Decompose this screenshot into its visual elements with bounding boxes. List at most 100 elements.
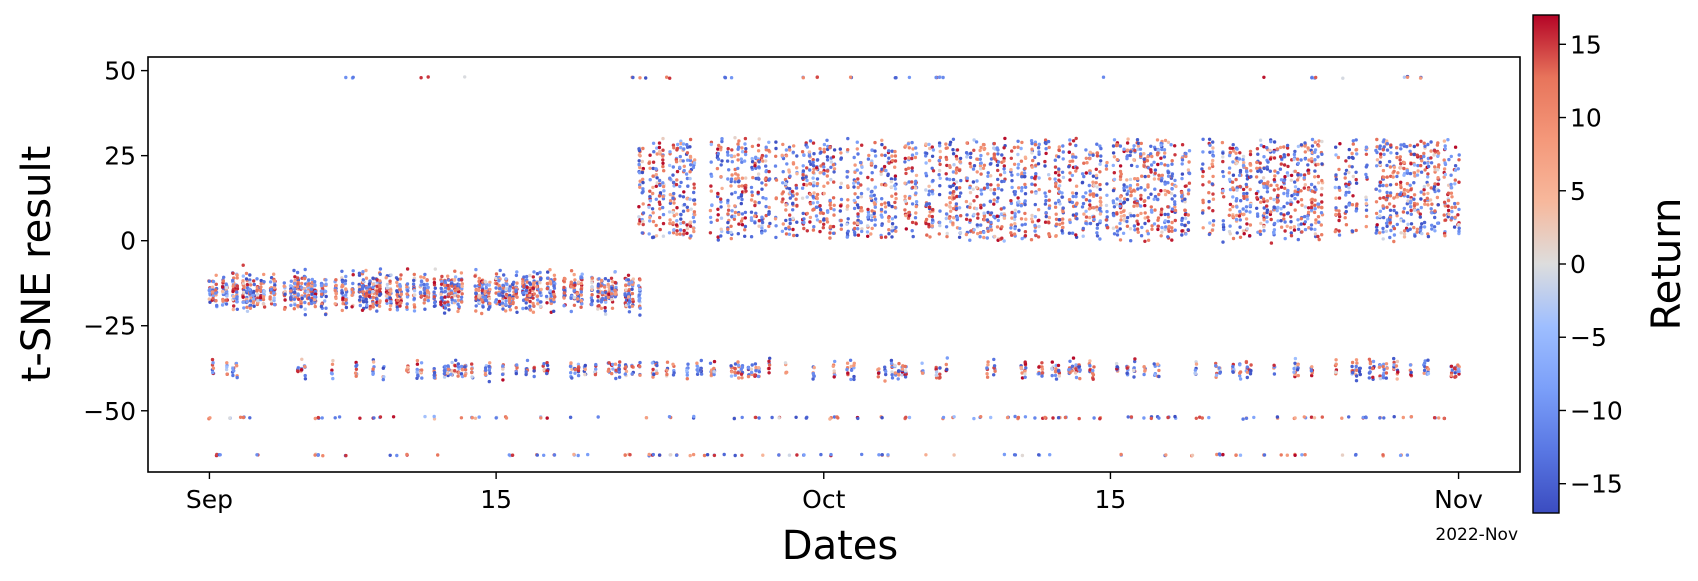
data-point bbox=[1296, 187, 1301, 192]
data-point bbox=[1146, 174, 1151, 178]
data-point bbox=[979, 161, 983, 165]
data-point bbox=[1111, 226, 1116, 230]
data-point bbox=[1275, 183, 1279, 188]
data-point bbox=[975, 194, 979, 199]
data-point bbox=[1398, 192, 1402, 197]
data-point bbox=[1201, 226, 1205, 230]
data-point bbox=[1160, 207, 1164, 211]
data-point bbox=[580, 302, 584, 306]
data-point bbox=[1146, 215, 1150, 219]
data-point bbox=[795, 220, 799, 224]
data-point bbox=[1406, 222, 1410, 226]
data-point bbox=[638, 313, 642, 317]
data-point bbox=[419, 294, 424, 298]
data-point bbox=[1283, 175, 1287, 179]
data-point bbox=[610, 371, 614, 376]
data-point bbox=[938, 223, 942, 228]
data-point bbox=[1009, 156, 1013, 160]
data-point bbox=[787, 225, 791, 229]
data-point bbox=[671, 165, 675, 169]
data-point bbox=[886, 201, 891, 205]
data-point bbox=[576, 280, 581, 284]
data-point bbox=[1125, 154, 1130, 158]
data-point bbox=[1111, 151, 1116, 155]
data-point bbox=[743, 234, 747, 238]
data-point bbox=[470, 370, 474, 375]
data-point bbox=[637, 147, 641, 151]
data-point bbox=[1364, 172, 1368, 177]
data-point bbox=[914, 200, 919, 204]
data-point bbox=[1201, 174, 1205, 179]
data-point bbox=[432, 295, 436, 299]
data-point bbox=[1105, 209, 1109, 214]
data-point bbox=[1173, 200, 1177, 204]
data-point bbox=[658, 191, 663, 195]
data-point bbox=[1184, 154, 1188, 159]
data-point bbox=[893, 174, 898, 178]
data-point bbox=[860, 143, 864, 147]
data-point bbox=[955, 206, 959, 211]
data-point bbox=[945, 234, 949, 239]
data-point bbox=[802, 182, 806, 187]
data-point bbox=[522, 275, 526, 279]
data-point bbox=[1210, 182, 1215, 186]
data-point bbox=[630, 291, 635, 296]
data-point bbox=[822, 217, 826, 221]
data-point bbox=[1316, 155, 1320, 159]
data-point bbox=[739, 219, 744, 223]
data-point bbox=[344, 293, 348, 297]
data-point bbox=[1412, 144, 1417, 149]
data-point bbox=[1419, 205, 1424, 210]
data-point bbox=[761, 196, 765, 200]
data-point bbox=[575, 292, 580, 296]
data-point bbox=[289, 279, 293, 283]
data-point bbox=[282, 284, 286, 288]
data-point bbox=[1430, 202, 1434, 206]
data-point bbox=[1170, 238, 1174, 242]
data-point bbox=[1426, 164, 1431, 169]
data-point bbox=[750, 218, 754, 223]
data-point bbox=[930, 145, 934, 149]
data-point bbox=[685, 377, 689, 381]
data-point bbox=[371, 282, 375, 286]
data-point bbox=[1385, 205, 1389, 209]
data-point bbox=[1207, 232, 1212, 237]
data-point bbox=[562, 304, 566, 308]
data-point bbox=[792, 144, 796, 148]
data-point bbox=[460, 368, 465, 372]
data-point bbox=[1320, 186, 1324, 191]
data-point bbox=[1293, 196, 1297, 201]
data-point bbox=[245, 305, 249, 309]
data-point bbox=[1000, 188, 1004, 192]
data-point bbox=[907, 156, 911, 160]
data-point bbox=[1426, 161, 1430, 165]
data-point bbox=[1382, 175, 1386, 179]
data-point bbox=[709, 184, 713, 188]
data-point bbox=[825, 147, 830, 152]
data-point bbox=[1183, 223, 1187, 228]
data-point bbox=[1092, 183, 1096, 188]
data-point bbox=[815, 200, 820, 205]
data-point bbox=[1208, 143, 1212, 147]
data-point bbox=[959, 191, 963, 195]
data-point bbox=[1300, 203, 1304, 207]
data-point bbox=[1306, 206, 1311, 210]
data-point bbox=[1419, 163, 1423, 168]
data-point bbox=[303, 300, 307, 305]
data-point bbox=[870, 226, 874, 231]
data-point bbox=[1087, 183, 1092, 188]
data-point bbox=[873, 149, 877, 153]
data-point bbox=[1183, 216, 1188, 221]
data-point bbox=[1071, 155, 1075, 159]
data-point bbox=[812, 191, 816, 195]
data-point bbox=[1081, 201, 1086, 206]
data-point bbox=[1099, 154, 1103, 158]
data-point bbox=[1074, 136, 1078, 141]
data-point bbox=[456, 374, 460, 378]
data-point bbox=[992, 141, 996, 146]
data-point bbox=[1387, 159, 1392, 164]
data-point bbox=[1313, 207, 1317, 211]
data-point bbox=[832, 208, 836, 212]
data-point bbox=[1302, 176, 1307, 180]
